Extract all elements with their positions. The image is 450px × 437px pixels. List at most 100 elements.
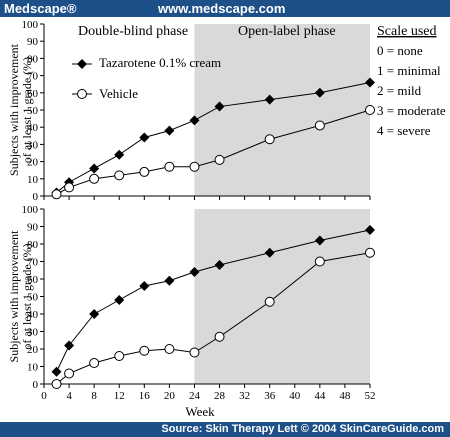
- data-point-tazarotene: [189, 267, 200, 277]
- data-point-vehicle: [264, 296, 275, 307]
- x-axis-label: Week: [185, 404, 215, 419]
- data-point-tazarotene: [164, 275, 175, 286]
- legend-label-tazarotene: Tazarotene 0.1% cream: [99, 55, 221, 70]
- data-point-vehicle: [139, 166, 150, 177]
- y-tick-label: 60: [27, 88, 39, 100]
- phase-label-open-label: Open-label phase: [238, 24, 336, 39]
- data-point-vehicle: [64, 368, 75, 379]
- data-point-vehicle: [114, 351, 125, 361]
- y-tick-label: 40: [27, 122, 39, 134]
- x-tick-label: 44: [314, 390, 326, 402]
- y-tick-label: 40: [27, 309, 39, 321]
- data-point-vehicle: [164, 344, 175, 354]
- data-point-vehicle: [189, 347, 200, 358]
- y-tick-label: 0: [33, 191, 39, 203]
- medscape-logo: Medscape®: [4, 1, 77, 16]
- y-axis-label: Subjects with improvementof at least 1 g…: [7, 230, 34, 363]
- open-label-shading: [194, 24, 370, 196]
- data-point-vehicle: [314, 120, 325, 131]
- y-tick-label: 100: [22, 204, 39, 216]
- y-tick-label: 10: [27, 362, 39, 374]
- y-tick-label: 0: [33, 379, 39, 391]
- data-point-tazarotene: [264, 94, 275, 105]
- data-point-tazarotene: [139, 132, 150, 143]
- y-tick-label: 50: [27, 105, 39, 117]
- x-tick-label: 24: [189, 390, 201, 402]
- y-tick-label: 20: [27, 344, 39, 356]
- y-tick-label: 90: [27, 222, 39, 234]
- scale-title: Scale used: [377, 24, 436, 39]
- data-point-vehicle: [164, 161, 175, 172]
- top-panel: 0 10 20 30 40 50 60 70 80 90 100 Subjects with impr…: [7, 19, 375, 203]
- y-tick-label: 30: [27, 327, 39, 339]
- y-tick-label: 10: [27, 174, 39, 186]
- data-point-vehicle: [314, 256, 325, 267]
- y-tick-label: 70: [27, 257, 39, 269]
- x-tick-label: 4: [66, 390, 72, 402]
- site-url: www.medscape.com: [158, 1, 286, 16]
- open-label-shading: [194, 209, 370, 384]
- data-point-vehicle: [51, 189, 62, 200]
- footer-bar: Source: Skin Therapy Lett © 2004 SkinCar…: [0, 422, 450, 437]
- x-tick-label: 52: [365, 390, 376, 402]
- data-point-vehicle: [139, 345, 150, 356]
- x-tick-label: 20: [164, 390, 176, 402]
- data-point-vehicle: [214, 154, 225, 165]
- data-point-tazarotene: [114, 149, 125, 160]
- x-tick-label: 48: [339, 390, 351, 402]
- data-point-vehicle: [365, 105, 375, 115]
- data-point-tazarotene: [114, 295, 125, 305]
- legend-marker-tazarotene: [77, 59, 87, 69]
- x-tick-label: 16: [139, 390, 151, 402]
- legend-marker-vehicle: [77, 89, 87, 99]
- scale-item-4: 4 = severe: [377, 123, 431, 138]
- legend-label-vehicle: Vehicle: [99, 86, 138, 101]
- data-point-tazarotene: [264, 247, 275, 258]
- data-point-tazarotene: [89, 163, 100, 174]
- y-tick-label: 80: [27, 53, 39, 65]
- data-point-vehicle: [214, 331, 225, 342]
- source-credit: Source: Skin Therapy Lett © 2004 SkinCar…: [161, 423, 444, 435]
- data-point-tazarotene: [365, 77, 375, 88]
- x-tick-label: 32: [239, 390, 250, 402]
- data-point-tazarotene: [314, 235, 325, 246]
- x-tick-label: 40: [289, 390, 301, 402]
- x-tick-label: 36: [264, 390, 276, 402]
- data-point-tazarotene: [164, 125, 175, 136]
- data-point-vehicle: [51, 379, 62, 389]
- scale-item-2: 2 = mild: [377, 83, 422, 98]
- x-tick-label: 8: [91, 390, 97, 402]
- x-tick-label: 28: [214, 390, 226, 402]
- y-tick-label: 30: [27, 139, 39, 151]
- data-point-vehicle: [365, 247, 375, 258]
- y-axis-label: Subjects with improvementof at least 1 g…: [7, 43, 34, 176]
- scale-legend: Scale used 0 = none 1 = minimal 2 = mild…: [377, 24, 446, 138]
- data-point-tazarotene: [64, 340, 75, 351]
- y-tick-label: 90: [27, 36, 39, 48]
- data-point-tazarotene: [365, 225, 375, 235]
- data-point-vehicle: [89, 358, 100, 368]
- legend: Tazarotene 0.1% cream Vehicle: [72, 55, 221, 101]
- y-tick-label: 70: [27, 71, 39, 83]
- x-tick-label: 0: [41, 390, 47, 402]
- data-point-tazarotene: [51, 366, 62, 377]
- data-point-tazarotene: [314, 87, 325, 98]
- data-point-tazarotene: [214, 260, 225, 270]
- y-tick-label: 60: [27, 274, 39, 286]
- phase-label-double-blind: Double-blind phase: [78, 24, 188, 39]
- header-bar: Medscape® www.medscape.com: [0, 0, 450, 17]
- x-tick-label: 12: [114, 390, 125, 402]
- y-tick-label: 80: [27, 239, 39, 251]
- data-point-vehicle: [89, 173, 100, 184]
- y-tick-label: 100: [22, 19, 39, 31]
- data-point-vehicle: [64, 182, 75, 193]
- scale-item-0: 0 = none: [377, 43, 423, 58]
- y-tick-label: 50: [27, 292, 39, 304]
- data-point-tazarotene: [214, 101, 225, 112]
- data-point-vehicle: [264, 134, 275, 145]
- scale-item-3: 3 = moderate: [377, 103, 446, 118]
- data-point-vehicle: [189, 161, 200, 172]
